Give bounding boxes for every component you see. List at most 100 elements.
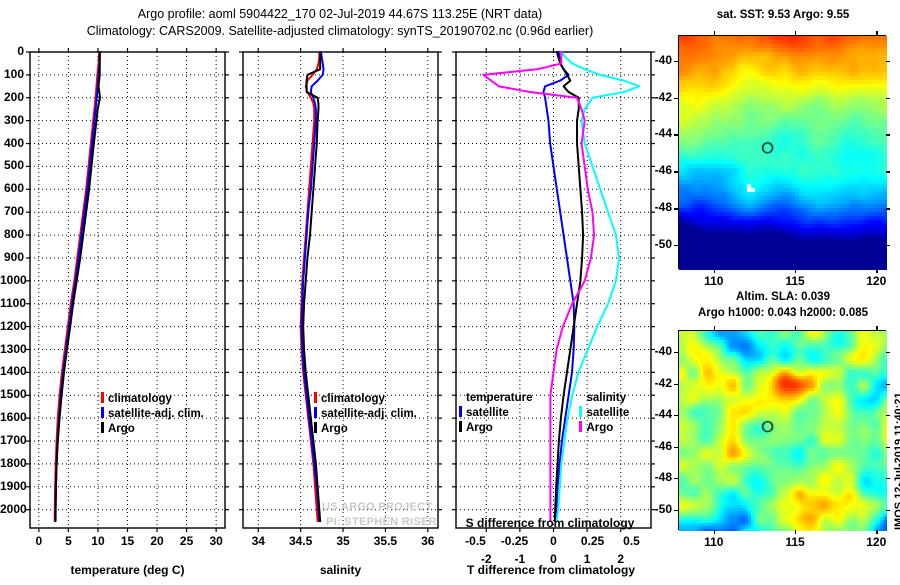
sla-map-title-line1: Altim. SLA: 0.039 xyxy=(736,291,830,303)
difference-axis-label-top: S difference from climatology xyxy=(465,516,635,530)
map-ytick-mark xyxy=(674,509,678,511)
map-xtick-mark xyxy=(876,31,878,35)
legend-swatch-satellite-adj-2 xyxy=(314,407,317,418)
map-xtick-mark xyxy=(795,530,797,534)
salinity-axis-label: salinity xyxy=(319,563,362,577)
profile-panels xyxy=(26,48,655,532)
xtick-label: 1 xyxy=(583,552,591,566)
legend-swatch-t-argo xyxy=(459,421,462,432)
xtick-label: 15 xyxy=(120,534,135,548)
xtick-label: 35 xyxy=(336,534,350,548)
depth-tick-label: 1600 xyxy=(0,410,27,425)
legend-item-t-argo: Argo xyxy=(458,420,532,435)
depth-tick-label: 1400 xyxy=(0,364,27,379)
map-ytick-mark xyxy=(674,245,678,247)
temperature-axis-label: temperature (deg C) xyxy=(70,563,185,577)
difference-axis-label: T difference from climatology xyxy=(466,563,636,577)
depth-tick-label: 100 xyxy=(3,66,24,81)
depth-tick-label: 1800 xyxy=(0,455,27,470)
depth-tick-label: 2000 xyxy=(0,501,27,516)
difference-legend: temperature salinity satellite satellite… xyxy=(458,392,630,435)
depth-tick-label: 900 xyxy=(3,249,24,264)
legend-item-satellite-adj: satellite-adj. clim. xyxy=(101,407,204,420)
sst-map-canvas[interactable] xyxy=(679,36,887,270)
map-ytick-mark xyxy=(674,134,678,136)
map-xtick-label: 115 xyxy=(785,535,805,549)
legend-swatch-argo xyxy=(101,422,104,433)
map-xtick-mark xyxy=(795,326,797,330)
map-ytick-mark xyxy=(886,208,890,210)
legend-item-climatology-2: climatology xyxy=(314,392,417,405)
map-xtick-label: 120 xyxy=(866,274,887,288)
xtick-label: -2 xyxy=(480,552,492,566)
map-ytick-mark xyxy=(674,208,678,210)
map-ytick-label: -50 xyxy=(654,501,672,516)
temperature-legend: climatology satellite-adj. clim. Argo xyxy=(101,392,204,435)
salinity-legend: climatology satellite-adj. clim. Argo xyxy=(314,392,417,435)
xtick-label: 36 xyxy=(421,534,435,548)
depth-tick-label: 1000 xyxy=(0,272,27,287)
page-title-line1: Argo profile: aoml 5904422_170 02-Jul-20… xyxy=(137,7,543,21)
xtick-label-top: -0.5 xyxy=(465,534,486,548)
xtick-label-top: -0.25 xyxy=(500,534,529,548)
legend-swatch-s-argo xyxy=(579,421,583,432)
map-xtick-label: 110 xyxy=(704,274,724,288)
depth-tick-label: 1700 xyxy=(0,433,27,448)
depth-tick-label: 1200 xyxy=(0,318,27,333)
sla-map-canvas[interactable] xyxy=(679,331,887,531)
xtick-label: 25 xyxy=(179,534,194,548)
map-ytick-mark xyxy=(886,383,890,385)
xtick-label: 2 xyxy=(617,552,625,566)
map-ytick-mark xyxy=(886,60,890,63)
sst-map[interactable] xyxy=(678,35,887,270)
map-ytick-mark xyxy=(886,446,890,448)
map-xtick-label: 115 xyxy=(785,274,805,288)
map-xtick-label: 120 xyxy=(866,535,887,549)
xtick-label-top: 0 xyxy=(550,534,557,548)
xtick-label-top: 0.25 xyxy=(580,534,605,548)
sst-map-title: sat. SST: 9.53 Argo: 9.55 xyxy=(716,9,850,21)
depth-tick-label: 500 xyxy=(3,158,24,173)
legend-header-salinity: salinity xyxy=(586,392,627,404)
map-ytick-mark xyxy=(674,352,678,354)
map-ytick-mark xyxy=(674,60,678,63)
legend-item-s-satellite: satellite xyxy=(578,405,630,420)
page-title-line2: Climatology: CARS2009. Satellite-adjuste… xyxy=(86,24,594,38)
xtick-label: 0 xyxy=(550,552,557,566)
map-ytick-label: -50 xyxy=(654,237,672,252)
depth-tick-label: 0 xyxy=(17,44,24,58)
sla-map-title-line2: Argo h1000: 0.043 h2000: 0.085 xyxy=(697,307,869,319)
map-ytick-label: -48 xyxy=(654,200,672,215)
map-ytick-mark xyxy=(886,245,890,247)
xtick-label: 0 xyxy=(35,534,43,548)
depth-tick-label: 300 xyxy=(3,112,24,127)
xtick-label: 35.5 xyxy=(373,534,398,548)
legend-swatch-argo-2 xyxy=(314,422,317,433)
map-ytick-label: -40 xyxy=(654,52,672,67)
sla-map[interactable] xyxy=(678,330,887,531)
map-ytick-label: -40 xyxy=(654,344,672,359)
legend-swatch-s-satellite xyxy=(579,406,583,417)
map-ytick-mark xyxy=(886,415,890,417)
map-xtick-mark xyxy=(713,530,716,534)
xtick-label: 10 xyxy=(91,534,105,548)
map-ytick-mark xyxy=(886,97,890,100)
xtick-label: 34 xyxy=(251,534,265,548)
map-ytick-label: -42 xyxy=(654,89,672,104)
xtick-label-top: 0.5 xyxy=(623,534,640,548)
legend-item-argo-2: Argo xyxy=(314,422,417,435)
watermark-line1: US ARGO PROJECT xyxy=(322,501,433,513)
depth-tick-label: 800 xyxy=(3,227,24,242)
map-xtick-mark xyxy=(795,269,797,273)
depth-tick-label: 1300 xyxy=(0,341,27,356)
depth-tick-label: 400 xyxy=(3,135,24,150)
map-ytick-mark xyxy=(886,478,890,480)
map-xtick-mark xyxy=(713,31,716,35)
map-ytick-label: -44 xyxy=(654,126,672,141)
map-ytick-mark xyxy=(674,446,678,448)
map-ytick-mark xyxy=(886,171,890,173)
legend-item-argo: Argo xyxy=(101,422,204,435)
xtick-label: 20 xyxy=(150,534,164,548)
profile-svg xyxy=(26,48,655,532)
map-ytick-mark xyxy=(674,415,678,417)
